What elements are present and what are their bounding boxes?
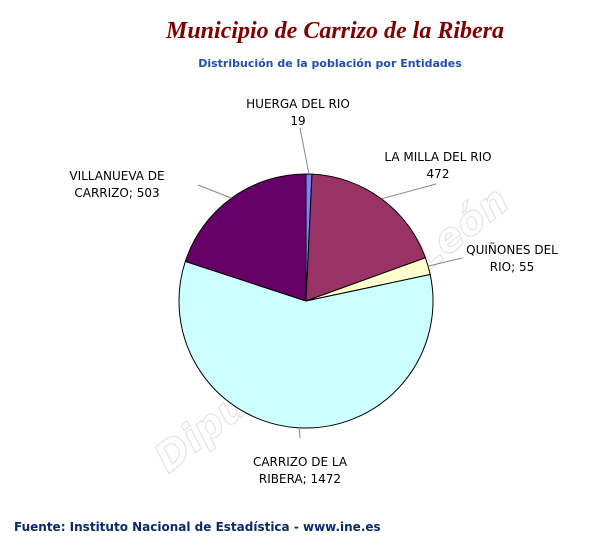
data-label-line: 472 [427,167,450,181]
data-label: CARRIZO DE LA RIBERA; 1472 [253,455,348,486]
pie-slice [184,173,307,302]
data-label-line: VILLANUEVA DE [69,169,164,183]
leader-line [381,183,437,200]
data-label-line: 19 [290,114,305,128]
pie: HUERGA DEL RIO 19 LA MILLA DEL RIO 472 QUIÑO… [69,97,558,486]
data-label: VILLANUEVA DE CARRIZO; 503 [69,169,164,200]
data-label-line: CARRIZO; 503 [74,186,159,200]
data-label-line: HUERGA DEL RIO [246,97,350,111]
data-label-line: CARRIZO DE LA [253,455,348,469]
leader-line [299,127,310,175]
chart-subtitle: Distribución de la población por Entidad… [198,57,462,70]
data-label: LA MILLA DEL RIO 472 [384,150,491,181]
leader-line [298,427,301,439]
leader-line [197,184,232,199]
source-note: Fuente: Instituto Nacional de Estadístic… [14,520,381,534]
data-label-line: QUIÑONES DEL [466,242,558,257]
data-label: HUERGA DEL RIO 19 [246,97,350,128]
data-label-line: RIO; 55 [490,260,534,274]
chart-title: Municipio de Carrizo de la Ribera [165,18,504,44]
data-label-line: RIBERA; 1472 [259,472,341,486]
data-label: QUIÑONES DEL RIO; 55 [466,242,558,274]
leader-line [427,257,463,267]
data-label-line: LA MILLA DEL RIO [384,150,491,164]
